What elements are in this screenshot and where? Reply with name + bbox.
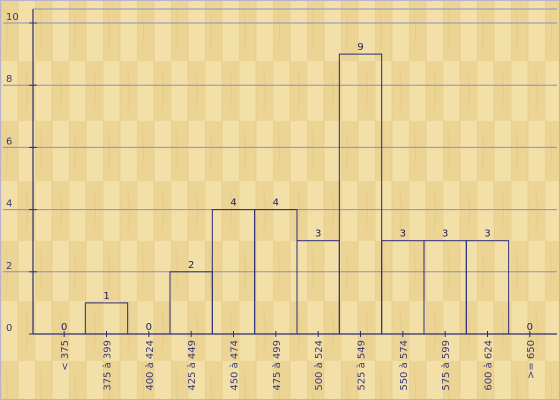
x-tick-labels: < 375 375 à 399 400 à 424 425 à 449 450 à 47… xyxy=(60,340,537,391)
y-tick-label: 8 xyxy=(6,74,12,85)
data-label: 2 xyxy=(188,260,194,271)
x-tick-label: 575 à 599 xyxy=(440,340,452,391)
data-label: 3 xyxy=(315,229,321,240)
y-tick-label: 0 xyxy=(6,323,12,334)
x-tick-label: 425 à 449 xyxy=(186,340,198,391)
data-label: 0 xyxy=(61,322,67,333)
data-label: 3 xyxy=(484,229,490,240)
axes-group xyxy=(29,8,557,337)
data-label: 0 xyxy=(527,322,533,333)
data-label: 1 xyxy=(103,291,109,302)
y-tick-label: 6 xyxy=(6,136,12,147)
x-tick-label: 375 à 399 xyxy=(102,340,114,391)
x-tick-label: 475 à 499 xyxy=(271,340,283,391)
data-labels: 0 1 0 2 4 4 3 9 3 3 3 0 xyxy=(61,42,533,333)
x-tick-label: 550 à 574 xyxy=(398,340,410,391)
x-tick-label: 525 à 549 xyxy=(356,340,368,391)
data-label: 4 xyxy=(230,198,236,209)
y-tick-labels: 0 2 4 6 8 10 xyxy=(6,12,19,334)
data-label: 3 xyxy=(400,229,406,240)
x-tick-label: 600 à 624 xyxy=(483,340,495,391)
x-tick-label: 400 à 424 xyxy=(144,340,156,391)
data-label: 3 xyxy=(442,229,448,240)
data-label: 0 xyxy=(146,322,152,333)
grid-lines xyxy=(3,22,557,273)
x-tick-label: 450 à 474 xyxy=(229,340,241,391)
x-tick-label: 500 à 524 xyxy=(313,340,325,391)
x-tick-label: < 375 xyxy=(60,340,71,371)
y-tick-label: 10 xyxy=(6,12,19,23)
y-tick-label: 4 xyxy=(6,199,12,210)
data-label: 4 xyxy=(273,198,279,209)
x-tick-label: >= 650 xyxy=(526,340,537,379)
data-label: 9 xyxy=(357,42,363,53)
y-tick-label: 2 xyxy=(6,261,12,272)
